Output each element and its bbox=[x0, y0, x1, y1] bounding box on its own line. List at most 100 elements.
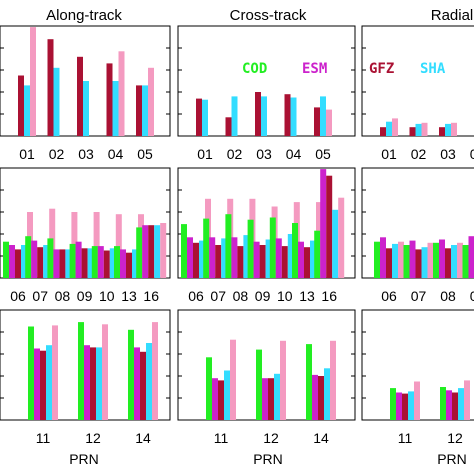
bar-esm-14 bbox=[134, 347, 140, 420]
bar-extra-12 bbox=[102, 324, 108, 420]
bar-gfz-11 bbox=[402, 393, 408, 420]
bar-sha-12 bbox=[274, 373, 280, 420]
x-tick-label: 11 bbox=[36, 430, 51, 446]
bar-extra-14 bbox=[152, 322, 158, 420]
x-tick-label: 07 bbox=[32, 288, 48, 304]
bar-esm-13 bbox=[120, 249, 126, 278]
bar-gfz-12 bbox=[268, 378, 274, 420]
bar-esm-12 bbox=[446, 390, 452, 420]
bar-esm-06 bbox=[9, 245, 15, 278]
bar-gfz-02 bbox=[47, 39, 54, 137]
x-tick-label: 04 bbox=[470, 146, 474, 162]
bar-extra-09 bbox=[93, 212, 100, 278]
bar-esm-14 bbox=[312, 374, 318, 420]
bar-extra-14 bbox=[330, 340, 336, 420]
bar-sha-04 bbox=[290, 97, 297, 136]
x-tick-label: 14 bbox=[135, 430, 151, 446]
bar-esm-09 bbox=[468, 236, 474, 278]
panel-r1-along: 01 02 03 04 05 bbox=[0, 25, 171, 162]
column-titles: Along-track Cross-track Radial bbox=[46, 7, 473, 24]
bar-gfz-01 bbox=[196, 98, 202, 136]
bar-esm-11 bbox=[212, 378, 218, 420]
bar-cod-13 bbox=[114, 246, 120, 278]
panel-r1-radial: 01 02 03 04 bbox=[361, 25, 474, 162]
panels: 01 02 03 04 05 01 02 03 04 05 01 02 03 04 06 07 08 09 10 13… bbox=[0, 25, 474, 446]
x-tick-label: 10 bbox=[99, 288, 115, 304]
bar-extra-01 bbox=[30, 27, 36, 137]
bar-esm-08 bbox=[439, 239, 445, 278]
bar-sha-11 bbox=[46, 345, 52, 420]
x-tick-label: 13 bbox=[299, 288, 315, 304]
bar-sha-03 bbox=[261, 96, 267, 136]
bar-sha-12 bbox=[96, 347, 102, 420]
bar-gfz-03 bbox=[77, 56, 83, 136]
bar-sha-02 bbox=[415, 123, 422, 136]
column-title-radial: Radial bbox=[431, 7, 474, 24]
bar-gfz-09 bbox=[259, 245, 266, 278]
bar-esm-12 bbox=[262, 378, 268, 420]
bar-sha-08 bbox=[243, 235, 250, 278]
x-tick-label: 08 bbox=[440, 288, 456, 304]
bar-gfz-04 bbox=[284, 94, 291, 136]
legend-sha: SHA bbox=[420, 61, 446, 77]
bar-sha-10 bbox=[109, 248, 116, 278]
bar-cod-12 bbox=[256, 349, 262, 420]
x-tick-label: 14 bbox=[313, 430, 329, 446]
bar-esm-12 bbox=[84, 345, 90, 420]
x-tick-label: 01 bbox=[381, 146, 397, 162]
panel-r3-cross: 11 12 14 bbox=[177, 309, 356, 446]
bar-sha-10 bbox=[287, 234, 294, 278]
bar-cod-06 bbox=[181, 224, 187, 278]
bar-extra-03 bbox=[451, 122, 457, 136]
bar-sha-06 bbox=[21, 245, 27, 278]
bar-esm-16 bbox=[320, 169, 327, 278]
bar-esm-06 bbox=[187, 237, 193, 278]
bar-sha-09 bbox=[265, 239, 272, 278]
x-tick-label: 08 bbox=[55, 288, 71, 304]
x-axis-label-along: PRN bbox=[69, 451, 99, 467]
bar-sha-05 bbox=[320, 96, 326, 136]
bar-cod-07 bbox=[403, 245, 410, 278]
legend-cod: COD bbox=[242, 61, 267, 77]
x-tick-label: 11 bbox=[214, 430, 229, 446]
bar-esm-07 bbox=[31, 240, 38, 278]
bar-cod-13 bbox=[292, 223, 298, 278]
bar-gfz-08 bbox=[59, 249, 66, 278]
x-tick-label: 03 bbox=[256, 146, 272, 162]
bar-esm-07 bbox=[409, 240, 416, 278]
bar-cod-11 bbox=[206, 357, 212, 420]
bar-gfz-07 bbox=[37, 247, 44, 278]
bar-cod-09 bbox=[69, 243, 76, 278]
bar-sha-05 bbox=[142, 85, 148, 136]
bar-extra-16 bbox=[160, 223, 167, 278]
x-tick-label: 02 bbox=[227, 146, 243, 162]
bar-extra-02 bbox=[421, 122, 428, 136]
x-tick-label: 07 bbox=[210, 288, 226, 304]
bar-gfz-02 bbox=[225, 117, 232, 136]
bar-gfz-11 bbox=[40, 350, 46, 420]
bar-sha-13 bbox=[132, 249, 138, 278]
bar-cod-16 bbox=[136, 227, 143, 278]
x-tick-label: 06 bbox=[188, 288, 204, 304]
x-tick-label: 06 bbox=[381, 288, 397, 304]
bar-sha-16 bbox=[332, 209, 339, 278]
bar-gfz-01 bbox=[18, 75, 24, 136]
bar-sha-07 bbox=[421, 247, 428, 278]
bar-cod-10 bbox=[91, 246, 98, 278]
bar-cod-07 bbox=[203, 218, 210, 278]
bar-gfz-06 bbox=[386, 248, 392, 278]
bar-gfz-01 bbox=[380, 127, 386, 136]
bar-cod-08 bbox=[47, 238, 54, 278]
legend-gfz: GFZ bbox=[369, 61, 394, 77]
x-tick-label: 09 bbox=[77, 288, 93, 304]
bar-sha-09 bbox=[87, 248, 94, 278]
x-tick-label: 05 bbox=[137, 146, 153, 162]
x-tick-label: 04 bbox=[286, 146, 302, 162]
bar-gfz-12 bbox=[452, 392, 458, 420]
bar-cod-12 bbox=[78, 322, 84, 420]
bar-sha-03 bbox=[445, 123, 451, 136]
bar-esm-06 bbox=[380, 237, 386, 278]
bar-extra-01 bbox=[392, 118, 398, 136]
bar-esm-08 bbox=[53, 249, 60, 278]
bar-extra-16 bbox=[338, 197, 345, 278]
